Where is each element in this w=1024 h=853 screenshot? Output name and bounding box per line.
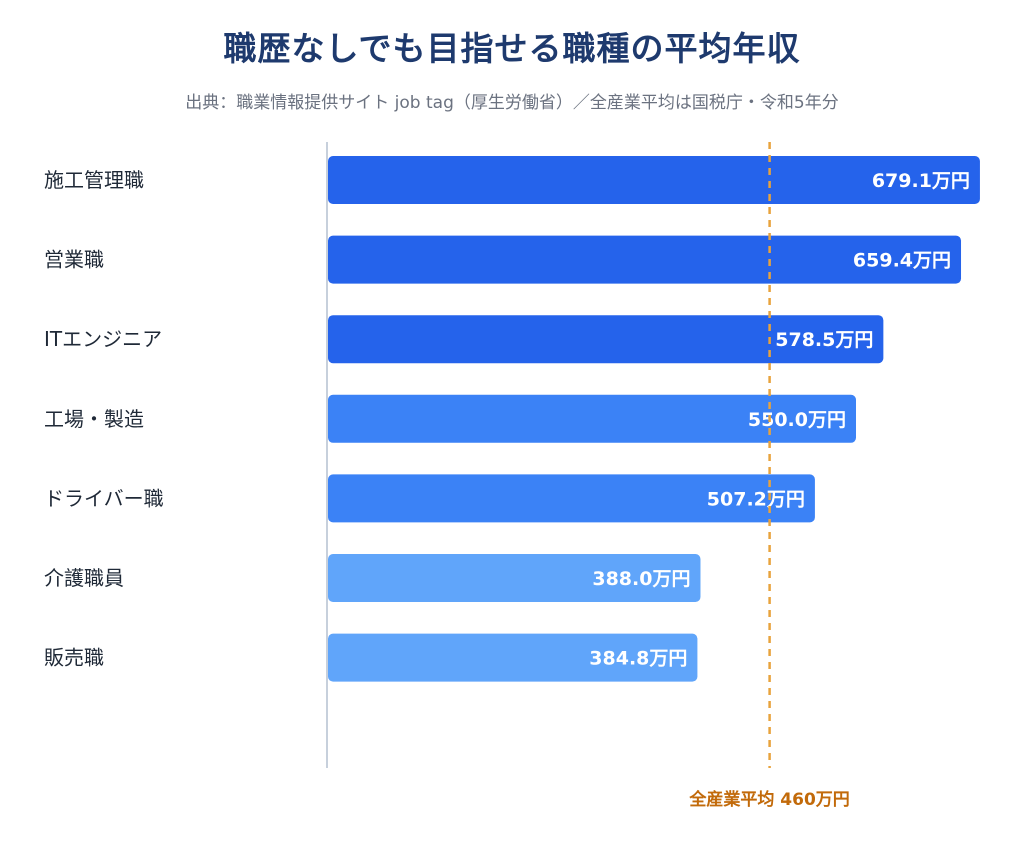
category-label-5: ドライバー職 xyxy=(44,486,164,510)
reference-line-label: 全産業平均 460万円 xyxy=(688,789,849,810)
value-label-3: 578.5万円 xyxy=(775,329,873,351)
category-label-6: 介護職員 xyxy=(44,566,124,590)
category-label-4: 工場・製造 xyxy=(44,407,144,431)
bar-2 xyxy=(328,235,962,284)
bar-4 xyxy=(328,394,856,443)
bar-5 xyxy=(328,474,815,523)
category-label-3: ITエンジニア xyxy=(44,327,162,351)
value-label-2: 659.4万円 xyxy=(853,250,951,272)
value-label-1: 679.1万円 xyxy=(872,170,970,192)
category-label-7: 販売職 xyxy=(44,646,104,670)
chart-subtitle: 出典：職業情報提供サイト job tag（厚生労働省）／全産業平均は国税庁・令和… xyxy=(185,93,839,113)
bar-6 xyxy=(328,554,701,602)
value-label-5: 507.2万円 xyxy=(707,488,805,510)
bar-1 xyxy=(328,156,980,204)
value-label-6: 388.0万円 xyxy=(592,568,690,590)
bar-7 xyxy=(328,633,698,682)
value-label-7: 384.8万円 xyxy=(589,648,687,670)
category-label-1: 施工管理職 xyxy=(44,168,144,192)
bar-3 xyxy=(328,315,884,364)
category-label-2: 営業職 xyxy=(44,248,104,272)
value-label-4: 550.0万円 xyxy=(748,409,846,431)
chart-title: 職歴なしでも目指せる職種の平均年収 xyxy=(223,29,801,68)
